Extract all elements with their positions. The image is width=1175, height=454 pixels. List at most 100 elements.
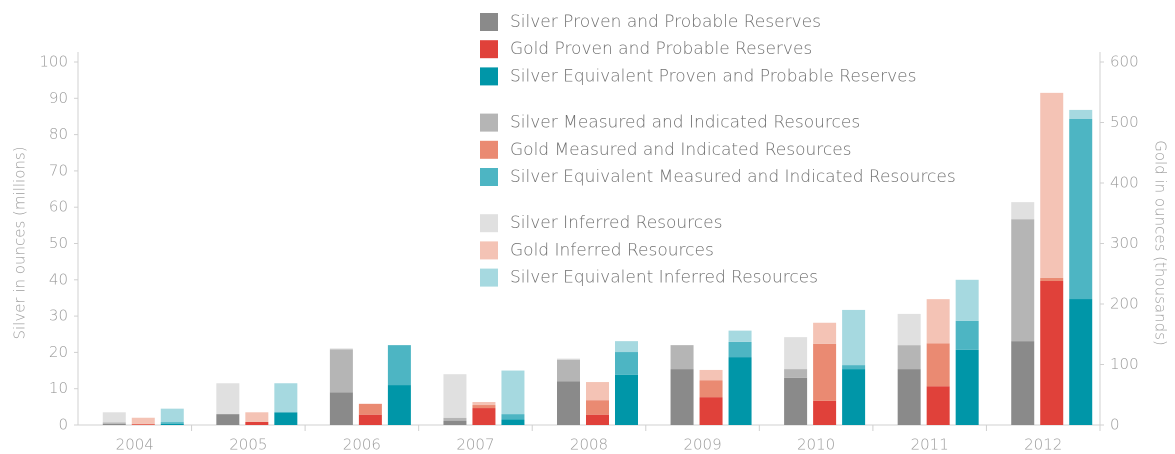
bar-segment	[813, 400, 837, 425]
bar-segment	[670, 369, 694, 425]
y2-tick-label: 600	[1110, 53, 1139, 71]
x-tick-label: 2006	[343, 436, 381, 454]
bar-segment	[784, 337, 808, 370]
x-tick-label: 2008	[570, 436, 608, 454]
bar-segment	[699, 369, 723, 381]
legend-label: Gold Proven and Probable Reserves	[510, 39, 812, 59]
bar-segment	[784, 369, 808, 378]
bar-segment	[501, 419, 525, 425]
bar-segment	[245, 412, 269, 422]
bar-segment	[358, 414, 382, 425]
y-tick-label: 60	[49, 198, 68, 216]
bar-segment	[443, 374, 467, 418]
bar-segment	[955, 279, 979, 321]
bar-segment	[699, 380, 723, 398]
bar-segment	[557, 359, 580, 382]
y2-tick-label: 400	[1110, 174, 1139, 192]
legend-swatch	[480, 268, 498, 287]
x-tick-label: 2011	[911, 436, 949, 454]
legend-swatch	[480, 40, 498, 59]
legend-label: Gold Measured and Indicated Resources	[510, 140, 852, 160]
bar-segment	[784, 377, 808, 425]
legend-label: Silver Measured and Indicated Resources	[510, 113, 860, 133]
bar-segment	[842, 309, 866, 366]
bar-segment	[557, 358, 580, 360]
bar-segment	[1011, 341, 1035, 425]
legend-swatch	[480, 13, 498, 31]
x-tick-label: 2009	[683, 436, 721, 454]
bar-segment	[102, 423, 126, 425]
legend-swatch	[480, 168, 498, 186]
bar-segment	[131, 423, 155, 425]
bar-segment	[329, 349, 353, 393]
bar-segment	[897, 369, 921, 425]
bar-segment	[358, 403, 382, 415]
bar-segment	[1011, 202, 1035, 220]
bar-segment	[926, 343, 950, 387]
bar-segment	[387, 345, 411, 386]
bar-segment	[926, 299, 950, 344]
legend-label: Silver Proven and Probable Reserves	[510, 12, 821, 32]
legend-swatch	[480, 140, 498, 159]
bar-segment	[897, 345, 921, 370]
bar-segment	[160, 423, 184, 425]
bar-segment	[501, 414, 525, 420]
y2-tick-label: 200	[1110, 295, 1139, 313]
bar-segment	[1040, 277, 1064, 282]
y2-tick-label: 300	[1110, 234, 1139, 252]
y-tick-label: 10	[49, 379, 68, 397]
bar-segment	[501, 370, 525, 415]
bar-segment	[813, 322, 837, 344]
y2-tick-label: 0	[1110, 416, 1120, 434]
bar-segment	[699, 397, 723, 425]
y2-axis-label: Gold in ounces (thousands)	[1152, 140, 1170, 346]
bar-segment	[670, 345, 694, 370]
bar-segment	[615, 341, 638, 353]
bar-segment	[728, 330, 752, 342]
y2-tick-label: 100	[1110, 355, 1139, 373]
bar-segment	[1040, 281, 1064, 425]
y-tick-label: 100	[39, 53, 68, 71]
y-tick-label: 70	[49, 161, 68, 179]
bar-segment	[728, 341, 752, 358]
bar-segment	[586, 382, 609, 401]
bar-segment	[329, 348, 353, 350]
bar-segment	[1040, 92, 1064, 278]
bar-segment	[586, 400, 609, 415]
bar-segment	[813, 343, 837, 401]
bar-segment	[1069, 109, 1093, 119]
bar-segment	[926, 386, 950, 425]
bar-segment	[131, 424, 155, 425]
x-tick-label: 2005	[229, 436, 267, 454]
bar-segment	[160, 422, 184, 424]
bar-segment	[131, 417, 155, 424]
bar-segment	[1069, 118, 1093, 300]
bar-segment	[160, 408, 184, 423]
legend-label: Silver Equivalent Proven and Probable Re…	[510, 66, 916, 86]
bar-segment	[615, 352, 638, 375]
bar-segment	[472, 405, 496, 409]
bar-segment	[216, 383, 240, 415]
legend-swatch	[480, 113, 498, 132]
legend-label: Silver Equivalent Inferred Resources	[510, 268, 818, 288]
bar-segment	[955, 320, 979, 350]
bar-segment	[329, 392, 353, 425]
bar-segment	[387, 385, 411, 425]
x-tick-label: 2004	[116, 436, 154, 454]
x-tick-label: 2007	[456, 436, 494, 454]
bar-segment	[1011, 219, 1035, 342]
bar-segment	[586, 414, 609, 425]
bar-segment	[443, 420, 467, 425]
legend-swatch	[480, 214, 498, 233]
x-tick-label: 2012	[1024, 436, 1062, 454]
y-tick-label: 90	[49, 89, 68, 107]
bar-segment	[216, 414, 240, 425]
bar-segment	[842, 369, 866, 425]
y-tick-label: 40	[49, 270, 68, 288]
bar-segment	[955, 349, 979, 425]
bar-segment	[842, 365, 866, 370]
bar-segment	[102, 422, 126, 424]
bar-segment	[472, 408, 496, 425]
bar-segment	[1069, 299, 1093, 425]
